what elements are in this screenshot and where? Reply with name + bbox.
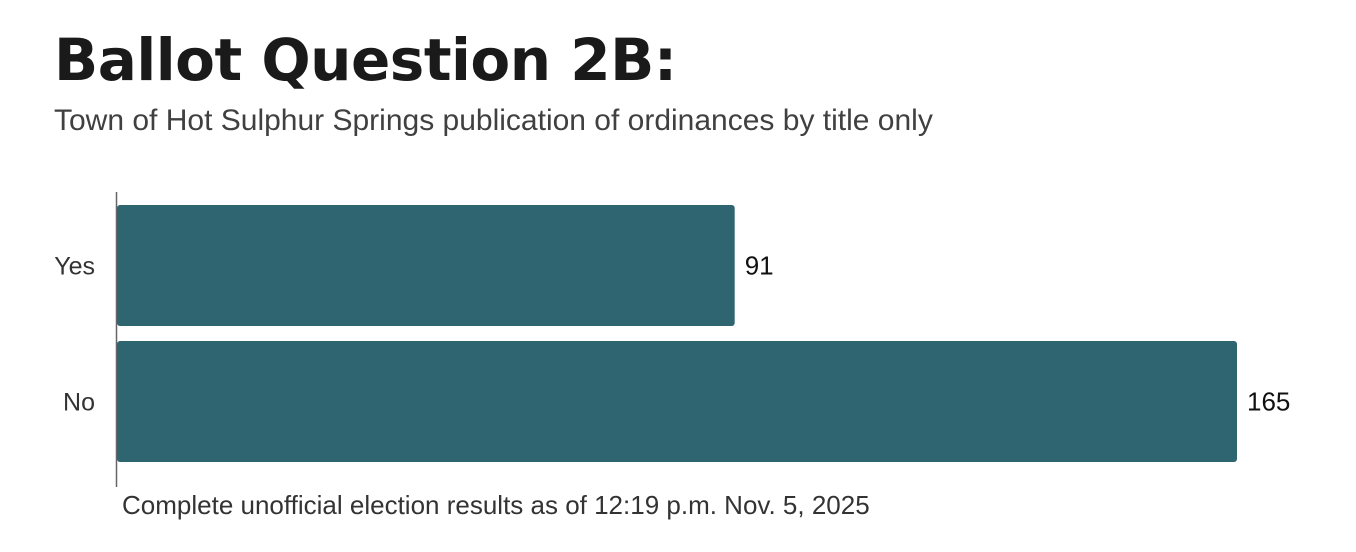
bar-no	[117, 341, 1237, 462]
bar-yes	[117, 205, 735, 326]
chart-notes: Complete unofficial election results as …	[122, 490, 870, 520]
bars-layer: Yes 91 No 165	[54, 205, 1290, 462]
value-label-no: 165	[1247, 387, 1290, 417]
chart-title: Ballot Question 2B:	[54, 26, 677, 94]
value-label-yes: 91	[745, 251, 774, 281]
chart-subtitle: Town of Hot Sulphur Springs publication …	[54, 104, 933, 137]
category-label-yes: Yes	[54, 253, 95, 281]
category-label-no: No	[63, 389, 95, 417]
